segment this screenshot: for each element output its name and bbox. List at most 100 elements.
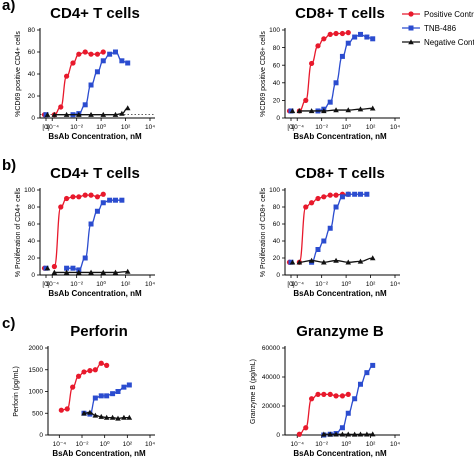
data-point [327,431,334,437]
panel-label: c) [2,315,15,332]
y-tick-label: 60 [273,221,281,228]
data-point [115,415,121,421]
legend-label: Positive Control [424,10,474,19]
y-axis-label: % Proliferation of CD8+ cells [260,187,267,277]
data-point [333,393,339,399]
x-tick-label: 10⁻² [315,441,329,448]
data-point [308,200,315,206]
data-point [121,414,127,420]
data-point [321,259,327,265]
zero-dose-point [44,111,51,117]
data-point [352,191,358,197]
data-point [88,221,94,227]
chart-title: CD4+ T cells [50,5,140,22]
y-tick-label: 40 [28,71,36,78]
x-tick-label: 10² [123,441,133,448]
data-point [364,431,370,437]
y-tick-label: 1000 [29,389,44,396]
series-line [317,33,373,112]
data-point [339,53,345,59]
series-negative-control [51,105,131,117]
data-point [64,265,70,271]
x-tick-label: 10⁻⁴ [290,124,304,131]
x-tick-label: 10⁻² [70,124,84,131]
x-tick-label: 10⁻⁴ [45,281,59,288]
chart-panel-4: CD8+ T cells 0 20 40 60 80 100 [0]10⁻⁴ 10⁻² 10⁰ 10… [260,165,400,298]
chart-panel-1: a) CD4+ T cells 0 20 40 60 80 [0]10⁻⁴ 10⁻² 10⁰ 10²… [2,0,155,141]
data-point [333,192,339,198]
x-tick-label: [0] [287,124,294,131]
chart-panel-3: b) CD4+ T cells 0 20 40 60 80 100 [0]10⁻⁴ 10⁻² 10⁰… [2,157,155,298]
series-line [298,193,349,263]
data-point [124,105,131,111]
y-tick-label: 60 [28,49,36,56]
data-point [94,51,101,57]
data-point [70,60,76,66]
series-line [323,364,373,436]
series-tnb-486 [321,362,376,438]
data-point [315,247,321,252]
data-point [87,368,93,374]
legend-label: TNB-486 [424,24,457,33]
data-point [345,410,351,416]
x-tick-label: 10² [366,441,376,448]
data-point [94,69,100,75]
data-point [98,413,105,419]
series-positive-control [58,360,110,413]
data-point [100,269,107,275]
series-negative-control [81,409,133,421]
data-point [58,204,64,210]
y-tick-label: 0 [31,115,35,122]
series-tnb-486 [64,197,125,273]
data-point [345,107,352,113]
data-point [369,431,376,437]
data-point [126,414,133,420]
legend-item-2: TNB-486 [402,24,457,33]
data-point [357,431,364,437]
y-axis-label: Granzyme B (pg/mL) [250,359,257,424]
data-point [352,34,358,40]
data-point [87,409,93,415]
x-tick-label: 10⁰ [341,123,351,131]
data-point [315,391,321,397]
data-point [81,369,87,375]
x-axis-label: BsAb Concentration, nM [48,289,142,298]
y-tick-label: 40 [28,238,36,245]
data-point [100,200,106,206]
data-point [327,225,333,231]
data-point [339,393,346,399]
data-point [51,111,58,117]
data-point [308,108,315,114]
data-point [370,36,376,42]
data-point [88,51,94,57]
data-point [370,362,376,368]
data-point [345,259,352,265]
data-point [125,60,131,66]
data-point [296,431,302,437]
data-point [81,410,87,416]
data-point [303,204,309,210]
data-point [321,431,327,437]
data-point [364,34,370,40]
series-negative-control [296,255,376,265]
x-tick-label: 10⁰ [96,123,106,131]
panel-label: b) [2,157,16,174]
x-tick-label: 10⁰ [341,280,351,288]
x-tick-label: 10⁻⁴ [290,281,304,288]
series-negative-control [296,105,376,114]
data-point [357,191,363,197]
y-axis-label: %CD69 positive CD8+ cells [260,31,267,117]
data-point [100,111,107,117]
data-point [339,431,346,437]
data-point [107,197,113,203]
data-point [64,406,70,412]
series-tnb-486 [70,49,131,118]
data-point [352,396,358,402]
series-negative-control [51,268,131,275]
data-point [315,43,321,49]
data-point [339,30,346,37]
y-tick-label: 2000 [29,345,44,352]
data-point [88,111,94,117]
data-point [104,393,110,399]
y-tick-label: 20 [273,98,281,105]
